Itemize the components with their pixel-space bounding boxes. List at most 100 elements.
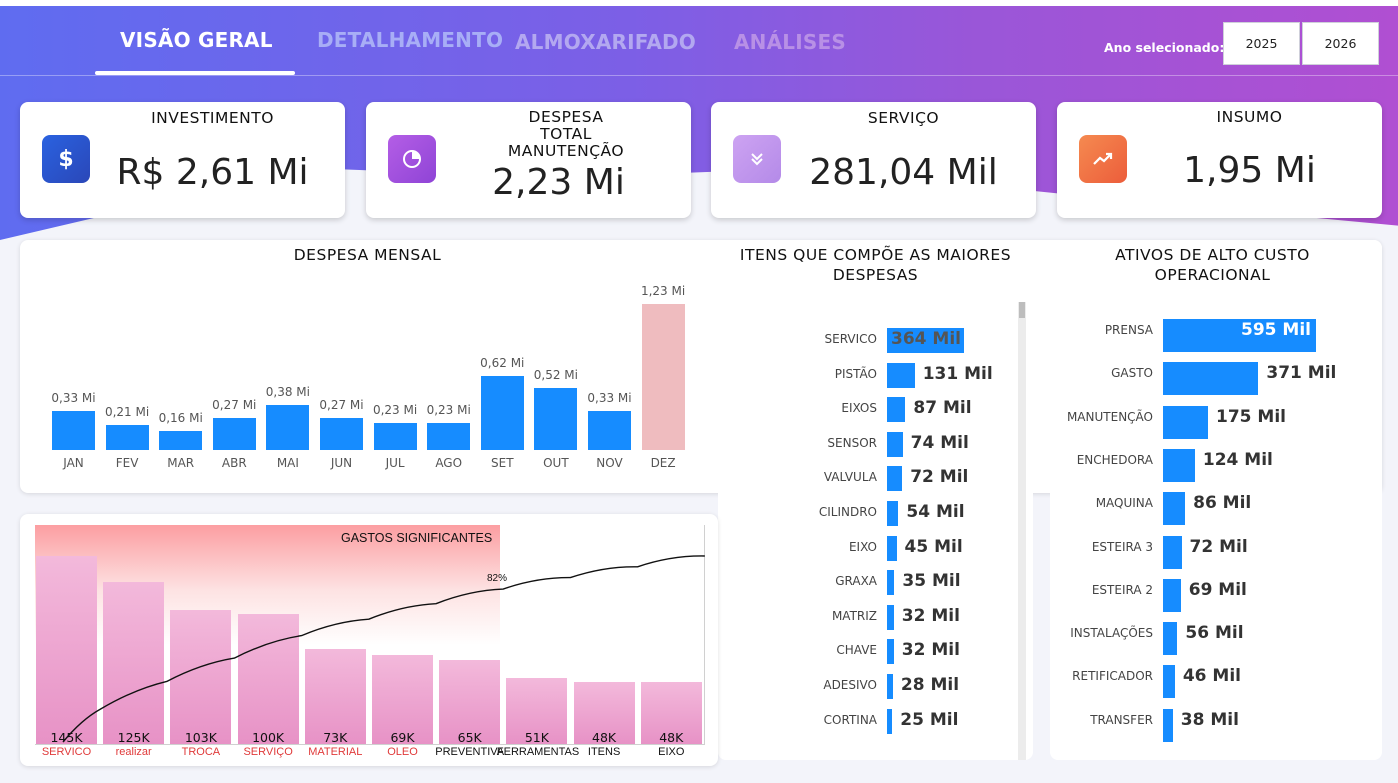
- bar-category-label: CILINDRO: [818, 505, 877, 519]
- month-bar: [212, 417, 256, 450]
- month-data-label: 0,33 Mi: [51, 390, 96, 405]
- pareto-category-label: FERRAMENTAS: [496, 746, 580, 758]
- kpi-value: 2,23 Mi: [492, 162, 625, 203]
- year-2026-button[interactable]: 2026: [1302, 22, 1379, 65]
- tab-detalhamento[interactable]: DETALHAMENTO: [317, 28, 504, 52]
- bar-category-label: ADESIVO: [823, 678, 877, 692]
- month-bar: [52, 410, 95, 450]
- bar: [1163, 578, 1181, 612]
- bar-value-label: 72 Mil: [910, 467, 969, 488]
- pareto-value-label: 100K: [252, 730, 285, 745]
- tab-analises[interactable]: ANÁLISES: [734, 30, 846, 54]
- bar-category-label: GRAXA: [835, 574, 877, 589]
- bar: [887, 397, 906, 423]
- bar: [887, 431, 903, 457]
- bar-value-label: 28 Mil: [900, 675, 960, 695]
- pareto-bar: [36, 556, 97, 744]
- despesa-mensal-title: DESPESA MENSAL: [293, 246, 442, 264]
- bar: [887, 639, 894, 665]
- bar-category-label: SERVICO: [824, 332, 877, 346]
- bar: [887, 466, 903, 492]
- bar-value-label: 364 Mil: [891, 329, 961, 349]
- bar-category-label: MAQUINA: [1095, 496, 1153, 511]
- kpi-value: R$ 2,61 Mi: [116, 152, 309, 193]
- bar-value-label: 86 Mil: [1193, 493, 1252, 514]
- year-label: Ano selecionado:: [1104, 40, 1225, 55]
- month-bar: [641, 304, 685, 450]
- bar: [1163, 405, 1208, 439]
- kpi-investimento: $ INVESTIMENTO R$ 2,61 Mi: [20, 102, 345, 218]
- bar-value-label: 35 Mil: [902, 571, 961, 592]
- scrollbar-thumb[interactable]: [1019, 302, 1025, 318]
- bar: [887, 604, 894, 630]
- bar-value-label: 45 Mil: [904, 536, 963, 557]
- pareto-category-label: OLEO: [387, 746, 418, 758]
- pareto-bar: [103, 581, 165, 744]
- bar-category-label: ESTEIRA 3: [1091, 539, 1153, 554]
- month-bar: [105, 425, 149, 450]
- bar-category-label: ESTEIRA 2: [1091, 582, 1153, 597]
- bar-value-label: 56 Mil: [1185, 623, 1244, 644]
- kpi-title: SERVIÇO: [867, 109, 940, 127]
- itens-title: ITENS QUE COMPÕE AS MAIORES DESPESAS: [739, 246, 1012, 284]
- pareto-bar: [170, 610, 232, 744]
- tab-almoxarifado[interactable]: ALMOXARIFADO: [515, 30, 697, 54]
- month-bar: [159, 431, 203, 450]
- month-axis-label: SET: [491, 456, 514, 470]
- month-axis-label: OUT: [543, 456, 569, 470]
- bar-category-label: ENCHEDORA: [1076, 452, 1153, 467]
- pie-chart-icon: [388, 135, 436, 183]
- bar-value-label: 69 Mil: [1188, 579, 1247, 600]
- itens-scrollbar[interactable]: [1018, 302, 1026, 760]
- bar-value-label: 131 Mil: [922, 363, 993, 384]
- bar-category-label: PRENSA: [1104, 323, 1153, 337]
- bar: [1163, 708, 1173, 742]
- month-data-label: 0,27 Mi: [319, 397, 364, 412]
- bar-value-label: 25 Mil: [900, 709, 959, 730]
- pareto-category-label: EIXO: [658, 746, 685, 758]
- month-data-label: 0,23 Mi: [372, 402, 418, 417]
- ativos-title: ATIVOS DE ALTO CUSTO OPERACIONAL: [1115, 246, 1310, 284]
- pareto-value-label: 125K: [117, 730, 150, 745]
- kpi-insumo: INSUMO 1,95 Mi: [1057, 102, 1382, 218]
- bar-value-label: 72 Mil: [1189, 536, 1248, 557]
- month-bar: [588, 410, 631, 450]
- bar-value-label: 175 Mil: [1216, 406, 1286, 427]
- month-axis-label: MAI: [276, 456, 299, 470]
- month-data-label: 0,16 Mi: [158, 411, 203, 425]
- pareto-value-label: 69K: [390, 730, 415, 745]
- month-data-label: 1,23 Mi: [640, 284, 686, 298]
- month-data-label: 0,33 Mi: [587, 390, 632, 405]
- bar-category-label: VALVULA: [823, 470, 877, 485]
- active-tab-indicator: [95, 71, 295, 75]
- pareto-category-label: realizar: [115, 746, 152, 758]
- bar-value-label: 38 Mil: [1180, 709, 1239, 730]
- bar-category-label: CHAVE: [836, 643, 877, 658]
- tab-visao-geral[interactable]: VISÃO GERAL: [120, 28, 273, 52]
- bar: [1163, 622, 1178, 656]
- bar: [1163, 362, 1259, 396]
- month-axis-label: DEZ: [650, 456, 676, 470]
- pareto-bar: [237, 614, 299, 744]
- bar-value-label: 32 Mil: [901, 605, 960, 626]
- bar-category-label: TRANSFER: [1090, 712, 1153, 727]
- bar-category-label: INSTALAÇÕES: [1070, 626, 1153, 641]
- bar-category-label: RETIFICADOR: [1072, 669, 1153, 684]
- year-2025-button[interactable]: 2025: [1223, 22, 1300, 65]
- cumulative-percent-label: 82%: [487, 573, 508, 584]
- pareto-value-label: 145K: [50, 730, 83, 745]
- bar-category-label: SENSOR: [827, 435, 877, 450]
- bar-category-label: EIXOS: [841, 401, 877, 416]
- bar: [887, 501, 899, 526]
- bar: [1163, 665, 1175, 699]
- bar-value-label: 46 Mil: [1182, 666, 1241, 687]
- bar-category-label: GASTO: [1111, 366, 1153, 381]
- month-data-label: 0,38 Mi: [265, 384, 310, 399]
- trend-up-icon: [1079, 135, 1127, 183]
- month-data-label: 0,21 Mi: [104, 405, 150, 420]
- bar: [887, 328, 964, 353]
- kpi-despesa-total: DESPESA TOTAL MANUTENÇÃO 2,23 Mi: [366, 102, 691, 218]
- month-axis-label: NOV: [596, 456, 623, 470]
- pareto-category-label: ITENS: [587, 746, 621, 758]
- pareto-category-label: TROCA: [181, 746, 221, 758]
